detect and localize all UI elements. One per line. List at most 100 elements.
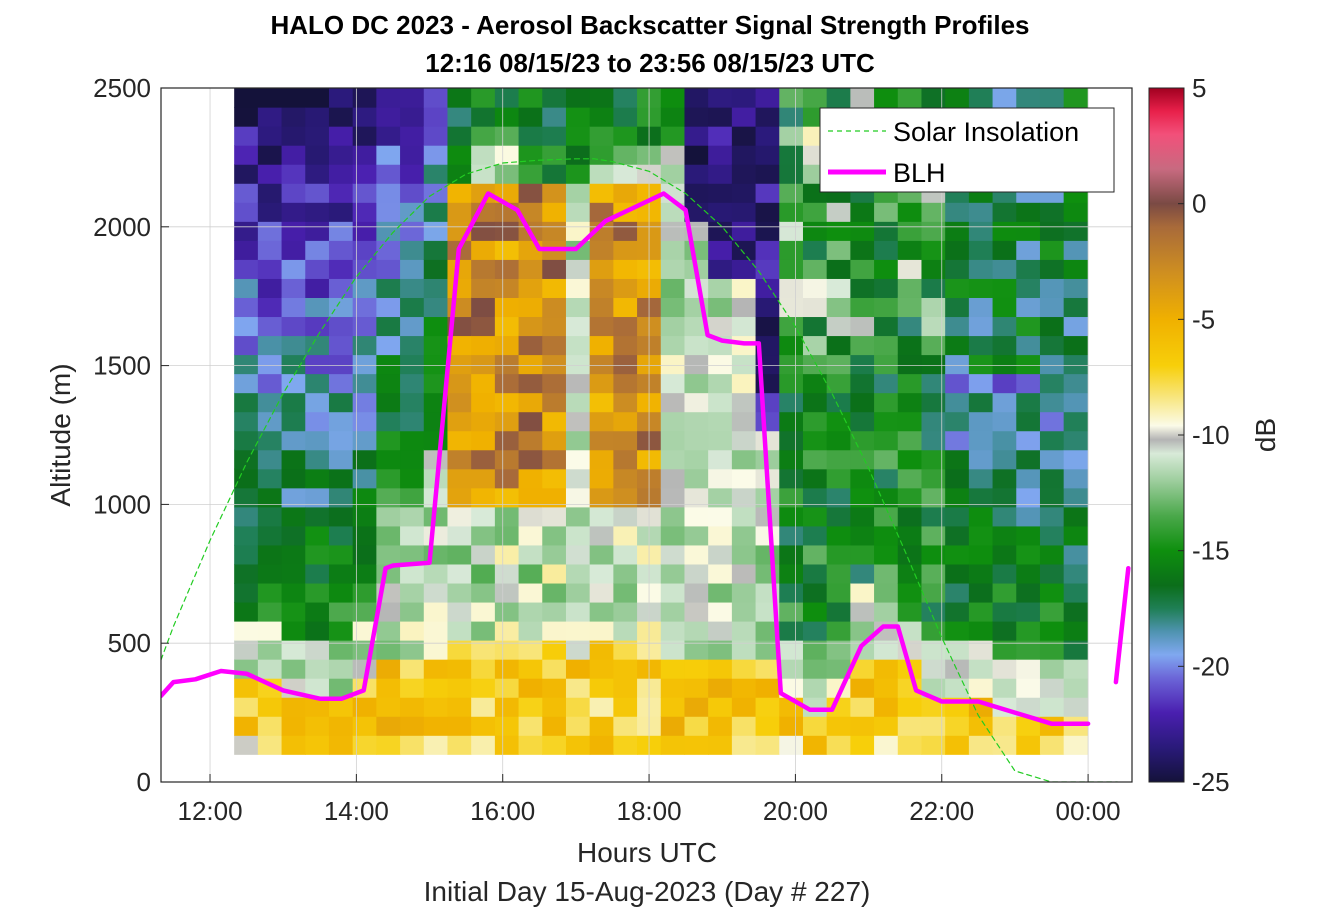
heatmap-cell bbox=[376, 240, 401, 260]
heatmap-cell bbox=[802, 620, 828, 641]
heatmap-cell bbox=[542, 430, 567, 451]
heatmap-cell bbox=[613, 411, 638, 432]
heatmap-cell bbox=[992, 392, 1017, 413]
heatmap-cell bbox=[589, 259, 614, 279]
heatmap-cell bbox=[897, 354, 923, 375]
heatmap-cell bbox=[471, 544, 496, 565]
heatmap-cell bbox=[779, 716, 804, 736]
heatmap-cell bbox=[613, 716, 638, 736]
heatmap-cell bbox=[257, 659, 283, 679]
heatmap-cell bbox=[731, 563, 757, 584]
heatmap-cell bbox=[305, 697, 330, 717]
heatmap-cell bbox=[968, 88, 994, 108]
heatmap-cell bbox=[755, 183, 780, 203]
heatmap-cell bbox=[660, 373, 686, 394]
heatmap-cell bbox=[708, 240, 733, 260]
heatmap-cell bbox=[897, 487, 923, 508]
heatmap-cell bbox=[305, 259, 330, 279]
heatmap-cell bbox=[968, 240, 994, 260]
heatmap-cell bbox=[423, 601, 449, 622]
heatmap-cell bbox=[1039, 659, 1065, 679]
heatmap-cell bbox=[565, 544, 591, 565]
heatmap-cell bbox=[684, 487, 709, 508]
heatmap-cell bbox=[1063, 221, 1088, 241]
heatmap-cell bbox=[921, 335, 946, 356]
heatmap-cell bbox=[518, 88, 543, 108]
heatmap-cell bbox=[874, 678, 899, 698]
heatmap-cell bbox=[352, 240, 377, 260]
heatmap-cell bbox=[447, 582, 472, 603]
heatmap-cell bbox=[992, 601, 1017, 622]
heatmap-cell bbox=[874, 411, 899, 432]
heatmap-cell bbox=[471, 88, 496, 108]
heatmap-cell bbox=[376, 716, 401, 736]
heatmap-cell bbox=[1039, 278, 1065, 298]
heatmap-cell bbox=[257, 316, 283, 337]
heatmap-cell bbox=[992, 487, 1017, 508]
heatmap-cell bbox=[731, 487, 757, 508]
x-tick-label: 14:00 bbox=[324, 796, 389, 826]
heatmap-cell bbox=[897, 735, 923, 755]
heatmap-cell bbox=[542, 640, 567, 660]
heatmap-cell bbox=[565, 88, 591, 108]
heatmap-cell bbox=[708, 373, 733, 394]
heatmap-cell bbox=[565, 506, 591, 527]
heatmap-cell bbox=[494, 525, 520, 546]
heatmap-cell bbox=[234, 88, 259, 108]
heatmap-cell bbox=[755, 316, 780, 337]
heatmap-cell bbox=[779, 430, 804, 451]
heatmap-cell bbox=[850, 259, 875, 279]
heatmap-cell bbox=[328, 506, 354, 527]
heatmap-cell bbox=[1039, 373, 1065, 394]
heatmap-cell bbox=[708, 164, 733, 184]
heatmap-cell bbox=[542, 145, 567, 165]
heatmap-cell bbox=[968, 316, 994, 337]
heatmap-cell bbox=[305, 735, 330, 755]
heatmap-cell bbox=[423, 88, 449, 108]
heatmap-cell bbox=[352, 202, 377, 222]
heatmap-cell bbox=[1063, 373, 1088, 394]
heatmap-cell bbox=[1039, 354, 1065, 375]
heatmap-cell bbox=[779, 107, 804, 127]
heatmap-cell bbox=[945, 563, 970, 584]
heatmap-cell bbox=[708, 392, 733, 413]
heatmap-cell bbox=[850, 392, 875, 413]
heatmap-cell bbox=[945, 297, 970, 318]
heatmap-cell bbox=[1016, 430, 1041, 451]
heatmap-cell bbox=[660, 544, 686, 565]
heatmap-cell bbox=[423, 735, 449, 755]
heatmap-cell bbox=[305, 430, 330, 451]
heatmap-cell bbox=[376, 506, 401, 527]
heatmap-cell bbox=[423, 183, 449, 203]
heatmap-cell bbox=[992, 659, 1017, 679]
heatmap-cell bbox=[234, 582, 259, 603]
heatmap-cell bbox=[352, 297, 377, 318]
heatmap-cell bbox=[826, 601, 851, 622]
heatmap-cell bbox=[684, 183, 709, 203]
heatmap-cell bbox=[423, 259, 449, 279]
heatmap-cell bbox=[471, 373, 496, 394]
heatmap-cell bbox=[731, 373, 757, 394]
heatmap-cell bbox=[400, 544, 425, 565]
heatmap-cell bbox=[897, 582, 923, 603]
heatmap-cell bbox=[257, 506, 283, 527]
heatmap-cell bbox=[660, 221, 686, 241]
heatmap-cell bbox=[352, 468, 377, 489]
heatmap-cell bbox=[779, 525, 804, 546]
heatmap-cell bbox=[281, 582, 306, 603]
heatmap-cell bbox=[376, 678, 401, 698]
heatmap-cell bbox=[897, 563, 923, 584]
heatmap-cell bbox=[755, 126, 780, 146]
heatmap-cell bbox=[542, 316, 567, 337]
heatmap-cell bbox=[234, 716, 259, 736]
heatmap-cell bbox=[968, 620, 994, 641]
heatmap-cell bbox=[850, 735, 875, 755]
heatmap-cell bbox=[423, 145, 449, 165]
heatmap-cell bbox=[565, 678, 591, 698]
heatmap-cell bbox=[897, 468, 923, 489]
heatmap-cell bbox=[897, 678, 923, 698]
heatmap-cell bbox=[542, 411, 567, 432]
heatmap-cell bbox=[423, 164, 449, 184]
heatmap-cell bbox=[400, 640, 425, 660]
heatmap-cell bbox=[589, 563, 614, 584]
